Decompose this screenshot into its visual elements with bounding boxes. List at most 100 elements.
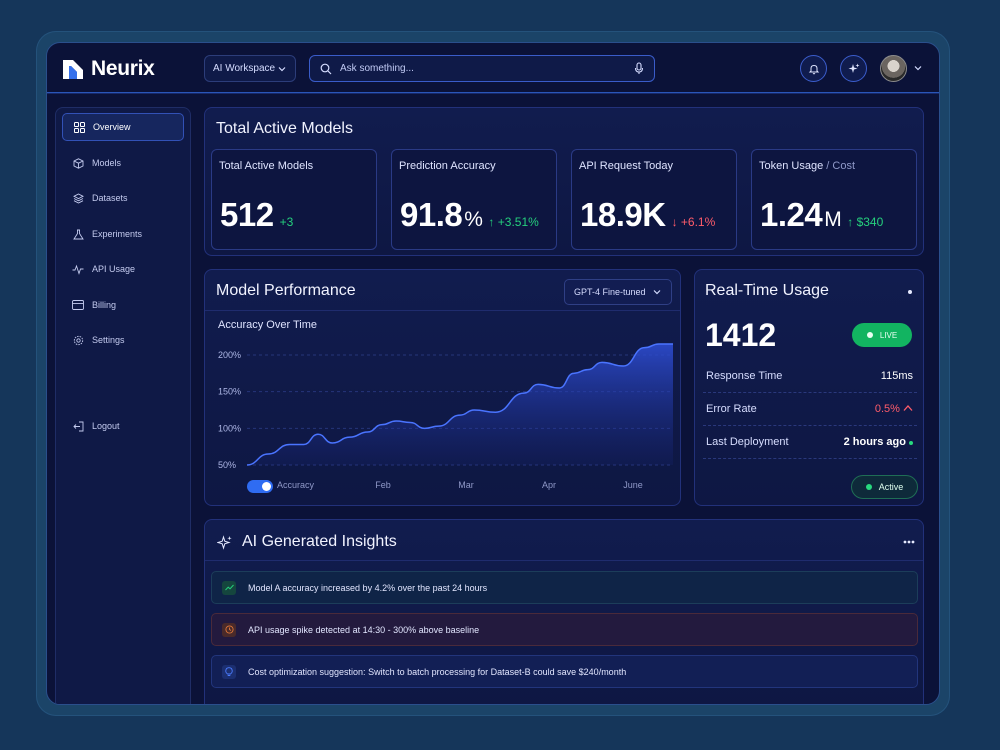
sidebar-item-api-usage[interactable]: API Usage [62,255,184,283]
neurix-logo-icon [63,60,83,79]
metric-value: 0.5% [875,403,913,415]
search-bar[interactable] [309,55,655,82]
sidebar-item-settings[interactable]: Settings [62,326,184,354]
stat-label: API Request Today [579,160,673,172]
realtime-usage-panel: Real-Time Usage 1412 LIVE Response Time … [694,269,924,506]
panel-divider [205,560,923,561]
stat-card-prediction-accuracy[interactable]: Prediction Accuracy 91.8% ↑ +3.51% [391,149,557,250]
cube-icon [72,157,84,169]
sidebar-item-label: Experiments [92,229,143,239]
notifications-button[interactable] [800,55,827,82]
metric-label: Error Rate [706,403,757,415]
ai-insights-panel: AI Generated Insights Model A accuracy i… [204,519,924,704]
metric-value: 115ms [880,370,913,382]
stat-delta: ↑ $340 [847,215,884,229]
brand-logo[interactable]: Neurix [61,57,155,81]
chevron-down-icon [653,290,661,295]
app-window: Neurix AI Workspace Overview Models [46,42,940,705]
sidebar-item-label: Models [92,158,122,168]
stat-delta: ↓ +6.1% [671,215,716,229]
trend-up-icon [222,580,236,595]
chevron-down-icon [278,66,286,71]
realtime-title: Real-Time Usage [705,282,829,299]
insight-text: Cost optimization suggestion: Switch to … [248,666,627,677]
stat-delta: ↑ +3.51% [488,215,539,229]
x-tick-label: Apr [542,480,556,490]
stat-label: Total Active Models [219,160,314,172]
sidebar-item-label: Datasets [92,193,128,203]
x-tick-label: June [623,480,643,490]
clock-icon [222,622,236,637]
realtime-count: 1412 [705,317,777,353]
brand-name: Neurix [91,57,155,80]
insight-item-trend[interactable]: Model A accuracy increased by 4.2% over … [211,571,918,604]
more-options-icon[interactable] [903,540,915,544]
metric-label: Response Time [706,370,783,382]
sidebar: Overview Models Datasets Experiments API… [55,107,191,704]
logout-button[interactable]: Logout [62,412,184,440]
overview-panel: Total Active Models Total Active Models … [204,107,924,256]
y-tick-label: 100% [218,423,241,433]
sidebar-item-label: Overview [93,122,131,132]
accuracy-toggle[interactable] [247,480,273,493]
sidebar-item-label: Billing [92,300,117,310]
metric-value: 2 hours ago [844,436,913,448]
overview-title: Total Active Models [216,120,353,137]
user-avatar[interactable] [880,55,907,82]
insight-item-alert[interactable]: API usage spike detected at 14:30 - 300%… [211,613,918,646]
sidebar-item-datasets[interactable]: Datasets [62,184,184,212]
insight-item-idea[interactable]: Cost optimization suggestion: Switch to … [211,655,918,688]
logout-label: Logout [92,421,120,431]
chevron-down-icon[interactable] [913,63,923,73]
y-tick-label: 150% [218,387,241,397]
lightbulb-icon [222,664,236,679]
layers-icon [72,192,84,204]
search-icon [320,63,332,74]
bell-icon [808,64,819,74]
sidebar-item-label: Settings [92,335,125,345]
y-tick-label: 200% [218,350,241,360]
stat-value: 1.24M ↑ $340 [760,196,884,233]
logout-icon [72,420,84,432]
model-performance-panel: Model Performance GPT-4 Fine-tuned Accur… [204,269,681,506]
sidebar-item-overview[interactable]: Overview [62,113,184,141]
stat-value: 18.9K ↓ +6.1% [580,196,716,233]
sidebar-item-label: API Usage [92,264,136,274]
workspace-select[interactable]: AI Workspace [204,55,296,82]
grid-icon [73,121,85,133]
sidebar-item-billing[interactable]: Billing [62,291,184,319]
row-divider [703,425,917,426]
active-status-button[interactable]: Active [851,475,918,499]
stat-delta: +3 [279,215,294,229]
sidebar-item-models[interactable]: Models [62,149,184,177]
x-tick-label: Feb [375,480,391,490]
sidebar-item-experiments[interactable]: Experiments [62,220,184,248]
accuracy-area [247,344,673,465]
metric-label: Last Deployment [706,436,789,448]
stat-label: Token Usage / Cost [759,160,856,172]
insight-text: API usage spike detected at 14:30 - 300%… [248,624,480,635]
stat-card-api-requests[interactable]: API Request Today 18.9K ↓ +6.1% [571,149,737,250]
flask-icon [72,228,84,240]
search-input[interactable] [340,63,626,74]
panel-divider [205,310,680,311]
sparkle-icon [217,535,232,550]
stat-card-active-models[interactable]: Total Active Models 512 +3 [211,149,377,250]
gear-icon [72,334,84,346]
row-divider [703,392,917,393]
model-select[interactable]: GPT-4 Fine-tuned [564,279,672,305]
stat-card-token-usage[interactable]: Token Usage / Cost 1.24M ↑ $340 [751,149,917,250]
accuracy-chart: Accuracy Over Time 200% 150% 100% 50% Accurac… [218,319,673,490]
microphone-icon[interactable] [634,62,644,75]
sparkle-icon [848,63,859,73]
live-badge: LIVE [852,323,912,347]
y-tick-label: 50% [218,460,236,470]
row-divider [703,458,917,459]
chevron-up-icon [903,405,913,411]
card-icon [72,299,84,311]
stat-value: 91.8% ↑ +3.51% [400,196,539,233]
chart-title: Accuracy Over Time [218,319,317,331]
ai-assistant-button[interactable] [840,55,867,82]
legend-label: Accuracy [277,480,315,490]
top-header: Neurix AI Workspace [47,43,939,93]
